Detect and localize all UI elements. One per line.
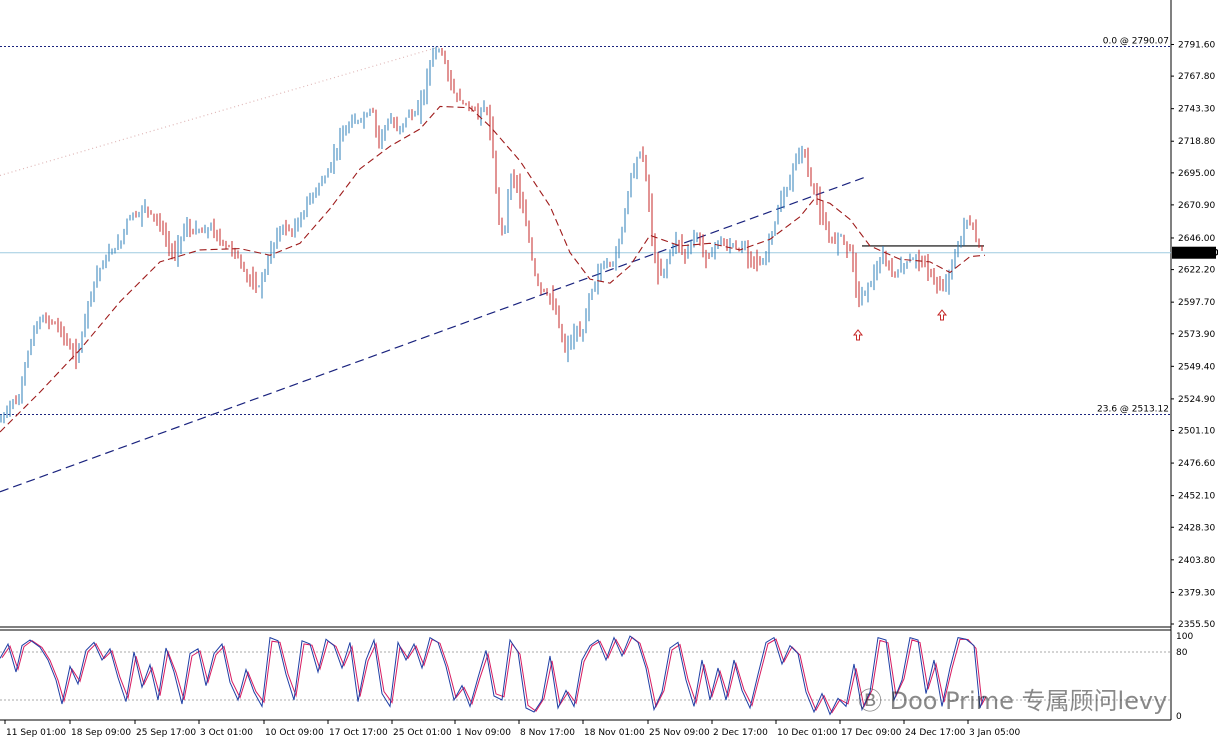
price-tick-label: 2403.80	[1178, 556, 1215, 566]
time-tick-label: 17 Dec 09:00	[841, 728, 902, 738]
price-tick-label: 2355.50	[1178, 620, 1215, 630]
stoch-tick-label: 100	[1176, 632, 1193, 642]
time-tick-label: 17 Oct 17:00	[329, 728, 388, 738]
time-tick-label: 11 Sep 01:00	[6, 728, 66, 738]
time-tick-label: 3 Oct 01:00	[200, 728, 253, 738]
time-axis: 11 Sep 01:00 18 Sep 09:00 25 Sep 17:00 3 Oc…	[4, 720, 1021, 738]
time-tick-label: 1 Nov 09:00	[456, 728, 511, 738]
moving-average-line	[0, 105, 986, 433]
fib-level-label: 0.0 @ 2790.07	[1103, 37, 1169, 47]
trendlines[interactable]	[0, 46, 984, 493]
price-tick-label: 2670.90	[1178, 201, 1215, 211]
price-tick-label: 2379.30	[1178, 588, 1215, 598]
time-tick-label: 10 Oct 09:00	[265, 728, 324, 738]
time-tick-label: 25 Nov 09:00	[649, 728, 710, 738]
price-tick-label: 2476.60	[1178, 459, 1215, 469]
price-tick-label: 2718.80	[1178, 137, 1215, 147]
moving-average	[0, 105, 986, 433]
time-tick-label: 24 Dec 17:00	[905, 728, 966, 738]
price-tick-label: 2452.10	[1178, 492, 1215, 502]
price-tick-label: 2767.80	[1178, 72, 1215, 82]
trendline	[0, 46, 441, 177]
time-tick-label: 25 Sep 17:00	[136, 728, 196, 738]
price-tick-label: 2695.00	[1178, 169, 1215, 179]
stochastic-oscillator: 100 80 0	[0, 632, 1193, 722]
price-tick-label: 2501.10	[1178, 427, 1215, 437]
time-tick-label: 18 Nov 01:00	[584, 728, 645, 738]
price-tick-label: 2573.90	[1178, 330, 1215, 340]
price-axis: 2791.60 2767.80 2743.30 2718.80 2695.00 2670.…	[1171, 40, 1218, 630]
candlesticks	[0, 46, 983, 424]
stoch-k-line	[0, 635, 985, 716]
stoch-tick-label: 0	[1176, 712, 1182, 722]
stoch-tick-label: 80	[1176, 648, 1188, 658]
time-tick-label: 8 Nov 17:00	[520, 728, 575, 738]
fib-level-label: 23.6 @ 2513.12	[1097, 405, 1169, 415]
time-tick-label: 18 Sep 09:00	[71, 728, 131, 738]
time-tick-label: 3 Jan 05:00	[969, 728, 1021, 738]
signal-arrows	[852, 309, 948, 341]
price-tick-label: 2524.90	[1178, 395, 1215, 405]
price-tick-label: 2646.00	[1178, 234, 1215, 244]
price-tick-label: 2549.40	[1178, 362, 1215, 372]
time-tick-label: 25 Oct 01:00	[393, 728, 452, 738]
current-price-label: 2634.90	[1178, 249, 1218, 259]
current-price-badge	[1172, 246, 1216, 259]
watermark-text: Ⓑ Doo Prime 专属顾问levy	[858, 687, 1168, 715]
price-tick-label: 2743.30	[1178, 105, 1215, 115]
price-tick-label: 2428.30	[1178, 523, 1215, 533]
time-tick-label: 10 Dec 01:00	[777, 728, 838, 738]
up-arrow-icon	[936, 309, 948, 321]
time-tick-label: 2 Dec 17:00	[713, 728, 768, 738]
price-tick-label: 2791.60	[1178, 40, 1215, 50]
chart-frame	[0, 0, 1172, 721]
price-tick-label: 2622.20	[1178, 266, 1215, 276]
price-tick-label: 2597.70	[1178, 298, 1215, 308]
stoch-d-line	[1, 636, 987, 714]
up-arrow-icon	[852, 329, 864, 341]
fibonacci-levels[interactable]: 0.0 @ 2790.07 23.6 @ 2513.12	[0, 37, 1171, 416]
